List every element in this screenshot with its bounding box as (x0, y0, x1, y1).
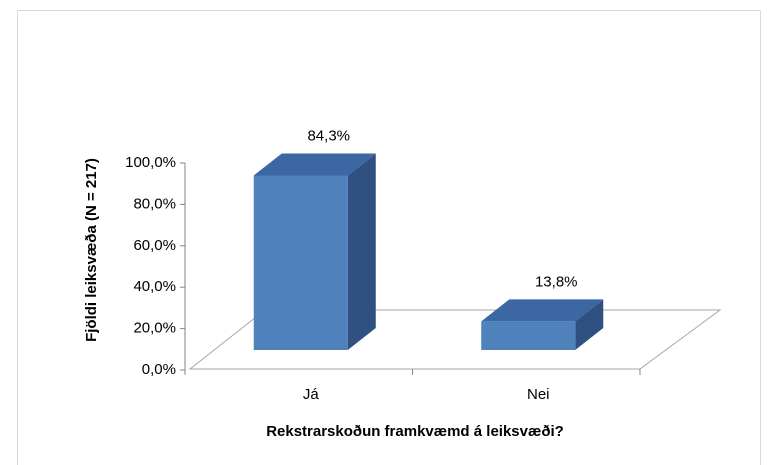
y-tick-label: 0,0% (142, 361, 176, 378)
y-tick-label: 80,0% (133, 195, 176, 212)
bar-top (481, 299, 604, 322)
chart-frame (17, 10, 761, 465)
y-tick-label: 100,0% (125, 154, 176, 171)
x-tick-label: Já (303, 386, 320, 403)
y-axis-label: Fjöldi leiksvæða (N = 217) (83, 158, 100, 342)
y-tick-label: 60,0% (133, 237, 176, 254)
floor (188, 309, 722, 370)
bar-top (253, 153, 376, 176)
value-label: 13,8% (535, 273, 578, 290)
value-label: 84,3% (307, 127, 350, 144)
x-tick-label: Nei (527, 386, 550, 403)
bar-side (347, 153, 376, 350)
y-tick-label: 20,0% (133, 320, 176, 337)
bar-side (575, 299, 604, 350)
bar (481, 321, 576, 350)
x-axis-label: Rekstrarskoðun framkvæmd á leiksvæði? (266, 423, 564, 440)
bar (253, 175, 348, 350)
y-tick-label: 40,0% (133, 278, 176, 295)
